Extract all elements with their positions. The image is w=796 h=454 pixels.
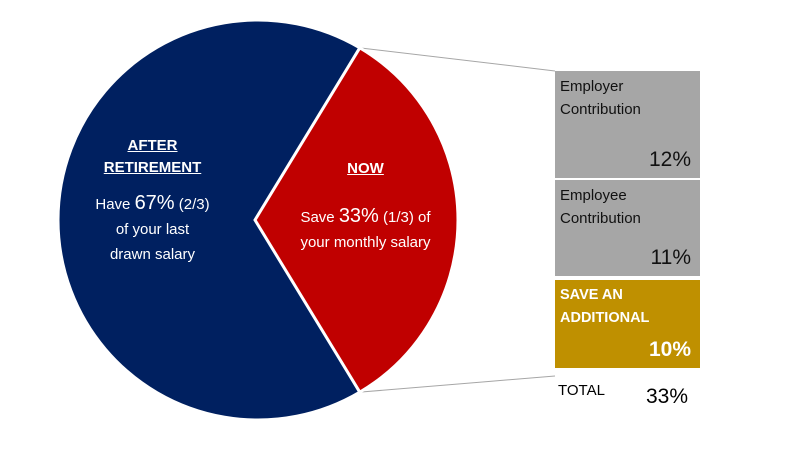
- breakdown-box-employer: Employer Contribution 12%: [555, 71, 700, 178]
- employer-value: 12%: [648, 148, 691, 171]
- slice-heading-now: NOW: [347, 160, 384, 177]
- employee-label-line2: Contribution: [560, 210, 641, 227]
- employer-label-line2: Contribution: [560, 101, 641, 118]
- slice-text-after-post: (2/3): [174, 196, 210, 213]
- employee-value: 11%: [650, 246, 691, 269]
- breakdown-box-additional: SAVE AN ADDITIONAL 10%: [555, 280, 700, 368]
- additional-label-line2: ADDITIONAL: [560, 310, 650, 326]
- total-label: TOTAL: [558, 382, 605, 399]
- pie-slices: [56, 18, 460, 422]
- pie-slice-now: [253, 45, 460, 395]
- slice-text-after-line3: drawn salary: [109, 246, 196, 263]
- slice-label-after: AFTER RETIREMENT Have 67% (2/3) of your …: [70, 135, 235, 267]
- slice-heading-after-line2: RETIREMENT: [103, 159, 202, 176]
- slice-text-now-line2: your monthly salary: [300, 234, 431, 251]
- slice-text-now-post: (1/3) of: [378, 209, 431, 226]
- slice-heading-after-line1: AFTER: [127, 137, 178, 154]
- connector-line-top: [359, 47, 556, 72]
- connector-line-bottom: [359, 375, 556, 393]
- additional-value: 10%: [648, 338, 691, 361]
- pie-slice-after-retirement: [56, 18, 362, 422]
- slice-text-now-pre: Save: [300, 209, 339, 226]
- additional-label-line1: SAVE AN: [560, 287, 623, 303]
- employee-label-line1: Employee: [560, 187, 627, 204]
- employer-label-line1: Employer: [560, 78, 624, 95]
- slice-text-after-pre: Have: [95, 196, 135, 213]
- breakdown-box-employee: Employee Contribution 11%: [555, 180, 700, 276]
- slice-label-now: NOW Save 33% (1/3) of your monthly salar…: [278, 158, 453, 255]
- total-value: 33%: [646, 385, 689, 408]
- slice-percent-now: 33%: [338, 205, 379, 227]
- slice-percent-after: 67%: [134, 192, 175, 214]
- slice-text-after-line2: of your last: [115, 221, 190, 238]
- breakdown-connector-lines: [359, 47, 556, 393]
